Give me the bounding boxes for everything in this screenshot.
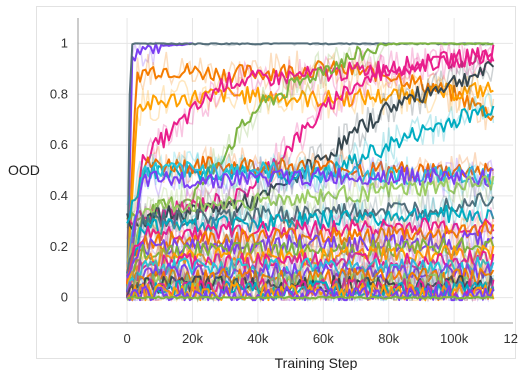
series-lines [126, 40, 495, 304]
x-axis-title: Training Step [275, 355, 358, 370]
series-line [126, 60, 495, 277]
y-tick-label: 0 [61, 290, 68, 305]
series-band [126, 228, 495, 297]
series-line [126, 236, 495, 294]
x-tick-label: 12 [504, 331, 518, 346]
series-line [126, 295, 494, 300]
series-band [126, 50, 495, 271]
y-tick-label: 0.8 [50, 86, 68, 101]
axes [77, 18, 513, 324]
series-line [126, 256, 495, 291]
series-line [126, 272, 495, 302]
series-line [126, 42, 494, 226]
y-axis-title: OOD [8, 162, 40, 178]
series-band [126, 214, 495, 292]
series-line [127, 204, 495, 274]
series-line [126, 60, 495, 231]
series-band [126, 178, 495, 289]
series-line [126, 280, 495, 301]
series-band [126, 168, 494, 280]
x-tick-label: 40k [247, 331, 268, 346]
y-tick-labels: 0 0.2 0.4 0.6 0.8 1 [50, 35, 68, 304]
y-tick-label: 0.4 [50, 188, 68, 203]
x-tick-label: 60k [313, 331, 334, 346]
x-tick-label: 100k [440, 331, 469, 346]
series-line [126, 231, 495, 279]
series-line [126, 244, 495, 290]
series-line [126, 48, 495, 284]
series-band [126, 43, 495, 239]
y-tick-label: 0.6 [50, 137, 68, 152]
series-line [126, 220, 495, 285]
series-band [126, 265, 495, 303]
series-band [126, 269, 495, 303]
y-tick-label: 1 [61, 35, 68, 50]
x-tick-label: 20k [182, 331, 203, 346]
x-tick-labels: 0 20k 40k 60k 80k 100k 12 [123, 331, 518, 346]
y-tick-label: 0.2 [50, 239, 68, 254]
x-tick-label: 0 [123, 331, 130, 346]
series-line [126, 175, 495, 273]
series-band [126, 69, 494, 285]
x-tick-label: 80k [378, 331, 399, 346]
series-band [126, 55, 495, 237]
chart-frame [36, 6, 516, 359]
series-line [126, 166, 494, 265]
series-line [126, 217, 495, 277]
